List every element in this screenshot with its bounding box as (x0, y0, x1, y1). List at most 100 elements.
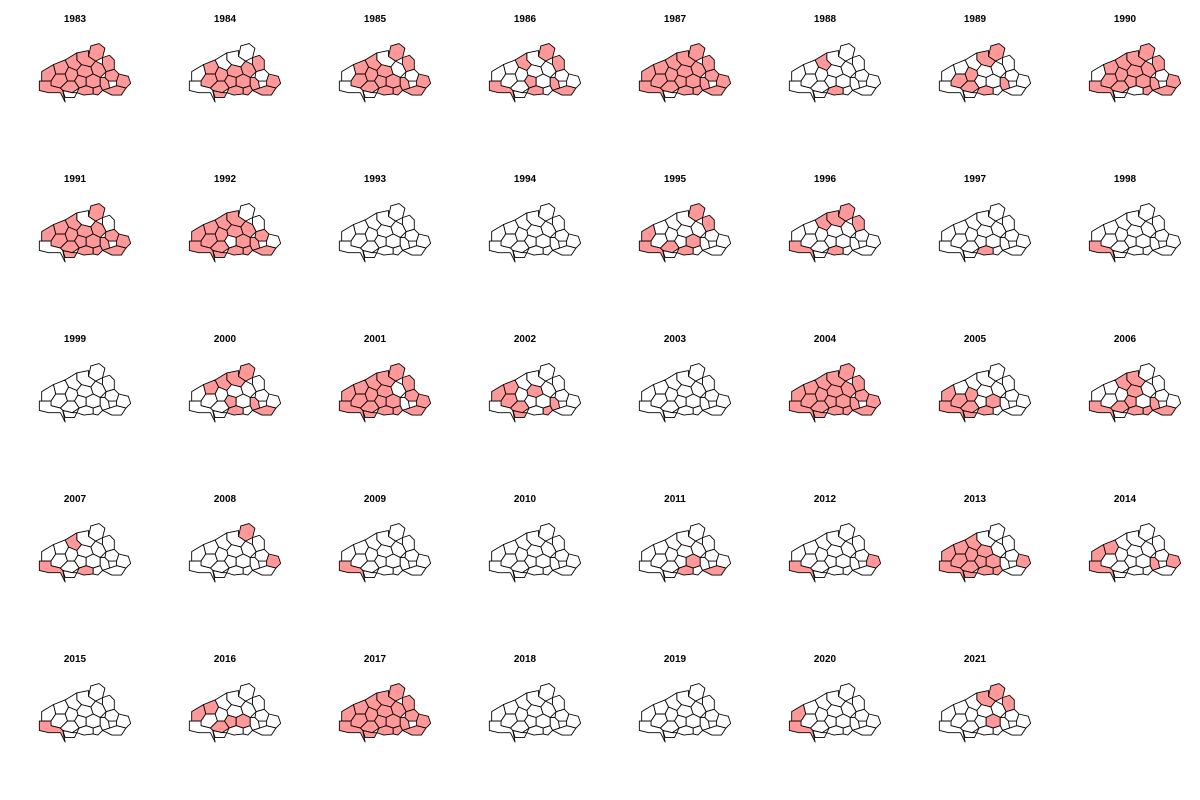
panel-year-title: 2005 (963, 334, 987, 345)
region-13 (985, 73, 1001, 89)
region-20 (1002, 725, 1027, 736)
region-13 (1135, 233, 1151, 249)
map-panel-2012: 2012 (750, 480, 900, 640)
region-16 (938, 720, 966, 743)
region-20 (852, 245, 877, 256)
region-map (788, 523, 882, 583)
region-17-highlighted (362, 729, 378, 738)
region-16 (188, 400, 216, 423)
region-20 (552, 725, 577, 736)
region-20 (552, 565, 577, 576)
region-20 (102, 725, 127, 736)
region-13 (385, 233, 401, 249)
map-panel-2020: 2020 (750, 640, 900, 800)
region-map (488, 43, 582, 103)
region-16-highlighted (938, 560, 966, 583)
region-13 (985, 233, 1001, 249)
region-13 (835, 73, 851, 89)
region-17 (62, 409, 78, 418)
panel-year-title: 2008 (213, 494, 237, 505)
region-17 (662, 569, 678, 578)
region-20 (852, 725, 877, 736)
region-19 (992, 405, 1004, 416)
region-19 (92, 725, 103, 736)
region-13-highlighted (985, 393, 1001, 409)
region-map (338, 683, 432, 743)
region-13-highlighted (85, 73, 101, 89)
region-16-highlighted (1088, 240, 1116, 263)
region-map (488, 203, 582, 263)
panel-year-title: 1998 (1113, 174, 1137, 185)
region-19-highlighted (92, 245, 103, 256)
region-19-highlighted (542, 405, 553, 416)
region-16 (638, 560, 666, 583)
region-20-highlighted (1152, 405, 1177, 416)
map-panel-2002: 2002 (450, 320, 600, 480)
region-19 (542, 565, 553, 576)
region-map (1088, 203, 1182, 263)
region-13 (685, 713, 701, 729)
region-16 (38, 400, 66, 423)
region-19-highlighted (392, 725, 403, 736)
region-map (938, 203, 1032, 263)
map-panel-1985: 1985 (300, 0, 450, 160)
region-17 (512, 569, 528, 578)
region-20 (702, 405, 727, 416)
panel-year-title: 2012 (813, 494, 837, 505)
map-panel-2000: 2000 (150, 320, 300, 480)
region-13 (535, 393, 551, 409)
map-panel-1996: 1996 (750, 160, 900, 320)
region-13 (535, 713, 551, 729)
region-16 (38, 240, 66, 263)
region-16-highlighted (38, 80, 66, 103)
region-17 (1112, 89, 1128, 98)
region-16 (638, 720, 666, 743)
region-13 (685, 393, 701, 409)
region-map (38, 203, 132, 263)
map-panel-1983: 1983 (0, 0, 150, 160)
map-panel-2004: 2004 (750, 320, 900, 480)
region-20 (1152, 565, 1177, 576)
region-19 (842, 245, 854, 256)
region-map (638, 43, 732, 103)
region-13-highlighted (385, 393, 401, 409)
region-19 (1142, 245, 1153, 256)
panel-year-title: 2014 (1113, 494, 1137, 505)
region-16 (488, 240, 516, 263)
region-19-highlighted (692, 85, 704, 96)
map-panel-2010: 2010 (450, 480, 600, 640)
region-map (38, 523, 132, 583)
region-20 (1002, 565, 1027, 576)
region-map (338, 363, 432, 423)
region-17-highlighted (962, 569, 978, 578)
region-17 (662, 729, 678, 738)
panel-year-title: 1996 (813, 174, 837, 185)
region-16 (938, 240, 966, 263)
region-20 (1152, 245, 1177, 256)
panel-year-title: 1993 (363, 174, 387, 185)
map-panel-2021: 2021 (900, 640, 1050, 800)
region-20 (102, 565, 127, 576)
map-panel-2008: 2008 (150, 480, 300, 640)
map-panel-2016: 2016 (150, 640, 300, 800)
region-16-highlighted (488, 80, 516, 103)
map-panel-2011: 2011 (600, 480, 750, 640)
map-panel-2017: 2017 (300, 640, 450, 800)
region-16-highlighted (788, 560, 816, 583)
map-panel-1984: 1984 (150, 0, 300, 160)
region-17 (212, 729, 228, 738)
region-17 (362, 89, 378, 98)
region-17 (662, 249, 678, 258)
region-16-highlighted (1088, 80, 1116, 103)
region-20 (552, 245, 577, 256)
region-13-highlighted (985, 553, 1001, 569)
region-20-highlighted (402, 405, 427, 416)
region-13-highlighted (685, 553, 701, 569)
panel-year-title: 2018 (513, 654, 537, 665)
region-16-highlighted (938, 400, 966, 423)
region-19 (92, 405, 103, 416)
panel-year-title: 2017 (363, 654, 387, 665)
map-panel-2013: 2013 (900, 480, 1050, 640)
region-19-highlighted (1142, 405, 1153, 416)
